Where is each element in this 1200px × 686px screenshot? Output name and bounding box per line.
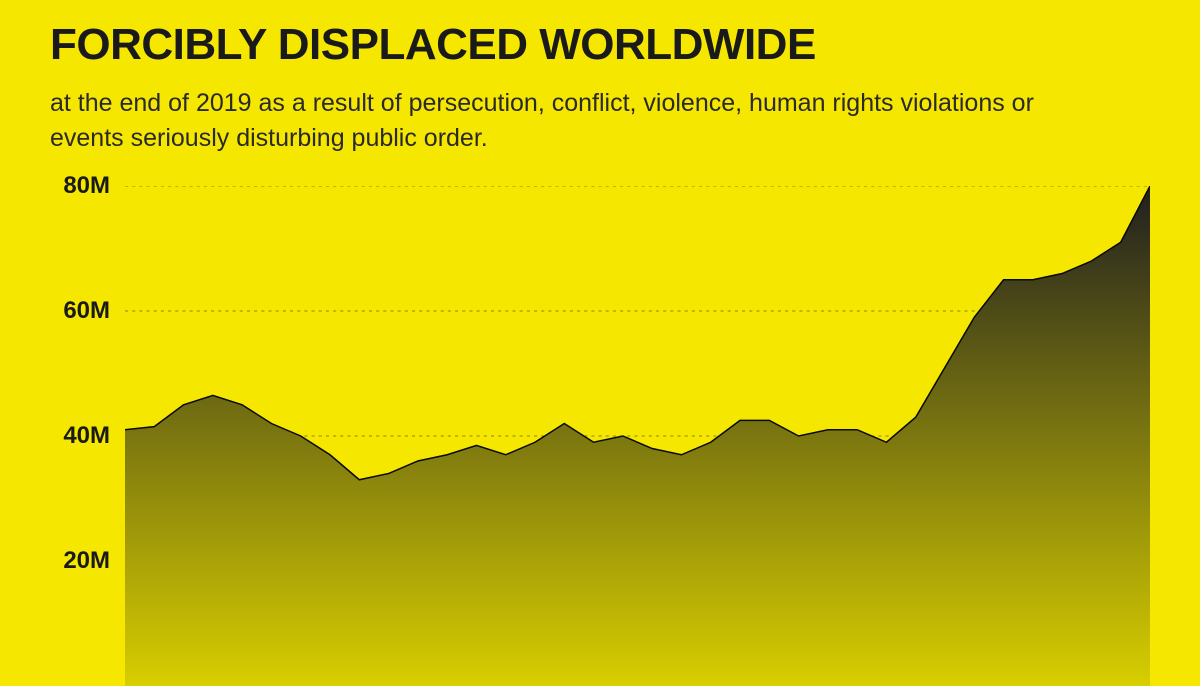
area-chart-svg [125,186,1150,686]
y-tick-label: 60M [50,297,110,325]
y-tick-label: 40M [50,422,110,450]
chart-title: FORCIBLY DISPLACED WORLDWIDE [50,20,1150,70]
chart-subtitle: at the end of 2019 as a result of persec… [50,86,1100,156]
plot-area [125,186,1150,686]
y-tick-label: 20M [50,547,110,575]
chart-wrap: 20M40M60M80M [50,186,1150,686]
y-tick-label: 80M [50,172,110,200]
page-container: FORCIBLY DISPLACED WORLDWIDE at the end … [0,0,1200,675]
